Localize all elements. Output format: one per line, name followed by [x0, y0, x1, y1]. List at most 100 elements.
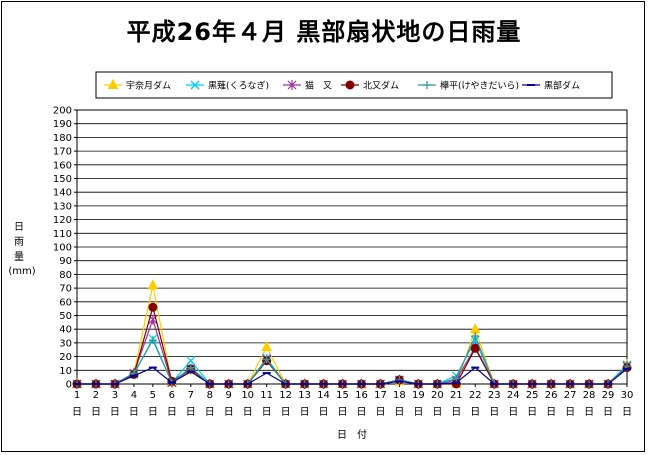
- x-tick-label: 23: [488, 390, 501, 401]
- x-tick-suffix: 日: [546, 407, 556, 418]
- x-tick-label: 30: [621, 390, 634, 401]
- x-tick-suffix: 日: [319, 407, 329, 418]
- legend-label: 黒部ダム: [544, 80, 580, 92]
- x-tick-suffix: 日: [243, 407, 253, 418]
- y-tick-label: 180: [53, 133, 72, 144]
- legend-label: 猫 又: [305, 80, 332, 92]
- x-tick-suffix: 日: [565, 407, 575, 418]
- data-point: [471, 332, 480, 341]
- x-tick-suffix: 日: [394, 407, 404, 418]
- x-tick-label: 29: [602, 390, 615, 401]
- x-tick-label: 26: [545, 390, 558, 401]
- marker-triangle: [147, 279, 159, 290]
- x-tick-suffix: 日: [622, 407, 632, 418]
- x-tick-label: 1: [74, 390, 80, 401]
- marker-circle: [148, 302, 158, 312]
- data-point: [148, 336, 157, 345]
- marker-circle: [345, 80, 355, 90]
- x-axis-label: 日 付: [337, 428, 367, 441]
- data-point: [452, 374, 461, 383]
- legend-marker: [287, 80, 297, 90]
- x-tick-suffix: 日: [129, 407, 139, 418]
- x-tick-label: 18: [393, 390, 406, 401]
- y-tick-label: 70: [59, 284, 72, 295]
- x-tick-suffix: 日: [375, 407, 385, 418]
- y-tick-label: 50: [59, 311, 72, 322]
- y-tick-label: 170: [53, 147, 72, 158]
- x-tick-suffix: 日: [338, 407, 348, 418]
- legend-marker: [107, 78, 119, 89]
- x-tick-suffix: 日: [470, 407, 480, 418]
- marker-x-b: [190, 80, 200, 90]
- y-axis-unit: (mm): [8, 266, 35, 277]
- y-tick-label: 20: [59, 352, 72, 363]
- x-tick-suffix: 日: [224, 407, 234, 418]
- x-tick-suffix: 日: [603, 407, 613, 418]
- legend-label: 宇奈月ダム: [126, 80, 171, 92]
- x-tick-label: 11: [260, 390, 273, 401]
- x-tick-label: 13: [298, 390, 311, 401]
- x-tick-label: 5: [150, 390, 156, 401]
- legend-marker: [345, 80, 355, 90]
- y-axis-label-char: 日: [14, 222, 24, 233]
- marker-triangle: [261, 340, 272, 352]
- y-axis-label-char: 雨: [14, 237, 24, 248]
- x-tick-label: 19: [412, 390, 425, 401]
- x-tick-suffix: 日: [148, 407, 158, 418]
- x-tick-suffix: 日: [205, 407, 215, 418]
- x-tick-label: 25: [526, 390, 539, 401]
- x-tick-label: 9: [226, 390, 232, 401]
- x-tick-suffix: 日: [489, 407, 499, 418]
- marker-x-b: [186, 356, 196, 366]
- data-point: [395, 375, 404, 384]
- data-point: [262, 355, 271, 364]
- x-tick-label: 15: [336, 390, 349, 401]
- legend-item: 宇奈月ダム: [104, 78, 171, 92]
- x-tick-label: 6: [169, 390, 175, 401]
- x-tick-suffix: 日: [91, 407, 101, 418]
- x-tick-suffix: 日: [508, 407, 518, 418]
- legend-item: 黒薙(くろなぎ): [186, 80, 269, 92]
- data-point: [147, 279, 159, 290]
- x-tick-suffix: 日: [356, 407, 366, 418]
- x-tick-label: 2: [93, 390, 99, 401]
- x-tick-suffix: 日: [262, 407, 272, 418]
- x-tick-suffix: 日: [584, 407, 594, 418]
- y-tick-label: 200: [53, 106, 72, 117]
- legend-label: 北又ダム: [363, 80, 399, 92]
- marker-circle: [470, 343, 480, 353]
- y-tick-label: 190: [53, 119, 72, 130]
- x-tick-suffix: 日: [281, 407, 291, 418]
- data-point: [186, 363, 195, 372]
- legend-item: 北又ダム: [341, 80, 399, 92]
- legend-label: 欅平(けやきだいら): [440, 81, 519, 92]
- legend-item: 猫 又: [283, 80, 332, 92]
- x-tick-label: 14: [317, 390, 330, 401]
- series-6: [73, 366, 631, 385]
- data-point: [148, 302, 158, 312]
- data-point: [186, 356, 196, 366]
- x-tick-label: 8: [207, 390, 213, 401]
- data-point: [470, 343, 480, 353]
- x-tick-label: 10: [241, 390, 254, 401]
- x-tick-label: 3: [112, 390, 118, 401]
- y-tick-label: 90: [59, 256, 72, 267]
- x-tick-suffix: 日: [110, 407, 120, 418]
- x-tick-label: 4: [131, 390, 137, 401]
- y-tick-label: 10: [59, 366, 72, 377]
- chart-title: 平成26年４月 黒部扇状地の日雨量: [126, 18, 522, 46]
- x-tick-label: 7: [188, 390, 194, 401]
- x-tick-label: 24: [507, 390, 520, 401]
- x-tick-suffix: 日: [300, 407, 310, 418]
- y-tick-label: 30: [59, 338, 72, 349]
- x-tick-label: 21: [450, 390, 463, 401]
- legend-item: 欅平(けやきだいら): [418, 81, 519, 92]
- x-tick-suffix: 日: [186, 407, 196, 418]
- x-tick-suffix: 日: [167, 407, 177, 418]
- y-tick-label: 100: [53, 243, 72, 254]
- y-tick-label: 110: [53, 229, 72, 240]
- y-tick-label: 160: [53, 160, 72, 171]
- y-axis-label-char: 量: [14, 251, 24, 263]
- y-tick-label: 140: [53, 188, 72, 199]
